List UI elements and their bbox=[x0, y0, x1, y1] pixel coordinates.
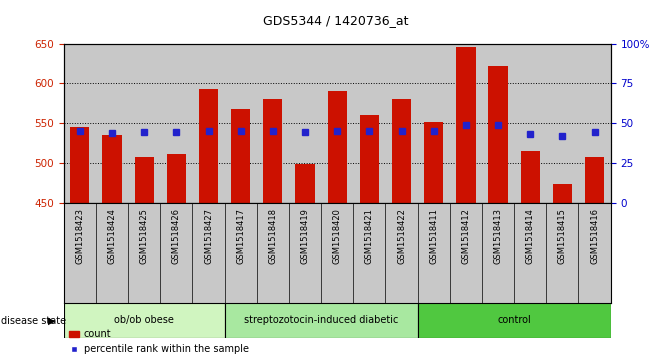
Text: GSM1518424: GSM1518424 bbox=[107, 208, 117, 264]
Bar bbox=[417, 303, 611, 338]
Bar bbox=[70, 127, 89, 203]
Bar bbox=[392, 99, 411, 203]
Text: GSM1518421: GSM1518421 bbox=[365, 208, 374, 264]
Text: GSM1518416: GSM1518416 bbox=[590, 208, 599, 264]
Bar bbox=[64, 303, 225, 338]
Bar bbox=[103, 135, 121, 203]
Bar bbox=[231, 109, 250, 203]
Text: GSM1518427: GSM1518427 bbox=[204, 208, 213, 264]
Text: disease state: disease state bbox=[1, 316, 66, 326]
Bar bbox=[225, 303, 417, 338]
Bar bbox=[327, 91, 347, 203]
Bar bbox=[199, 89, 218, 203]
Text: GSM1518426: GSM1518426 bbox=[172, 208, 181, 264]
Text: GSM1518419: GSM1518419 bbox=[301, 208, 309, 264]
Bar bbox=[134, 157, 154, 203]
Text: GSM1518413: GSM1518413 bbox=[493, 208, 503, 264]
Bar bbox=[456, 47, 476, 203]
Text: GSM1518415: GSM1518415 bbox=[558, 208, 567, 264]
Text: GSM1518414: GSM1518414 bbox=[525, 208, 535, 264]
Text: GSM1518418: GSM1518418 bbox=[268, 208, 277, 264]
Bar bbox=[360, 115, 379, 203]
Text: control: control bbox=[497, 315, 531, 325]
Text: ob/ob obese: ob/ob obese bbox=[114, 315, 174, 325]
Text: GSM1518412: GSM1518412 bbox=[462, 208, 470, 264]
Bar bbox=[424, 122, 444, 203]
Text: GSM1518411: GSM1518411 bbox=[429, 208, 438, 264]
Bar bbox=[488, 66, 508, 203]
Bar bbox=[263, 99, 282, 203]
Text: ▶: ▶ bbox=[48, 316, 56, 326]
Bar bbox=[295, 164, 315, 203]
Text: GDS5344 / 1420736_at: GDS5344 / 1420736_at bbox=[263, 15, 408, 28]
Legend: count, percentile rank within the sample: count, percentile rank within the sample bbox=[65, 326, 252, 358]
Bar bbox=[521, 151, 540, 203]
Text: GSM1518425: GSM1518425 bbox=[140, 208, 149, 264]
Text: GSM1518417: GSM1518417 bbox=[236, 208, 245, 264]
Text: GSM1518420: GSM1518420 bbox=[333, 208, 342, 264]
Text: GSM1518423: GSM1518423 bbox=[75, 208, 85, 264]
Bar bbox=[585, 157, 604, 203]
Bar bbox=[553, 184, 572, 203]
Text: GSM1518422: GSM1518422 bbox=[397, 208, 406, 264]
Bar bbox=[166, 154, 186, 203]
Text: streptozotocin-induced diabetic: streptozotocin-induced diabetic bbox=[244, 315, 399, 325]
